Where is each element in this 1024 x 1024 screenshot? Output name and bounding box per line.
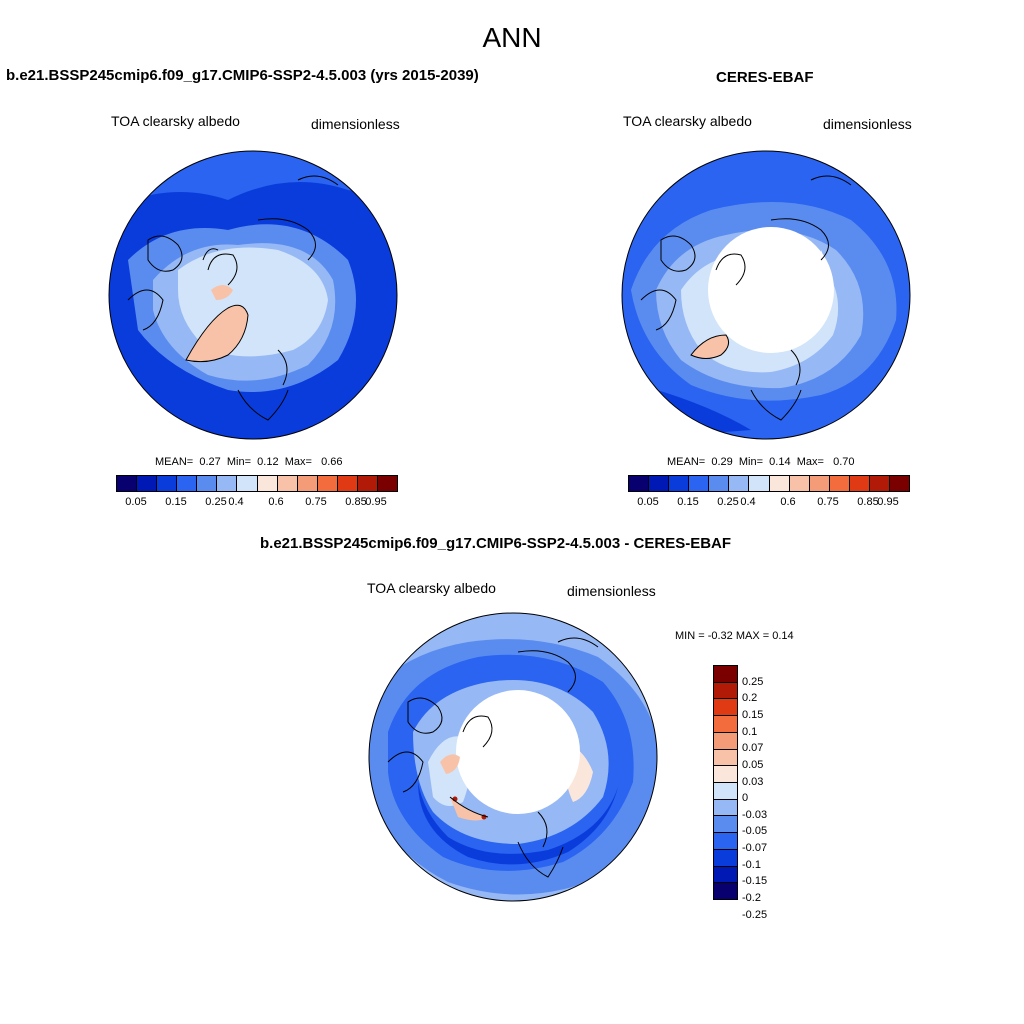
colorbar-swatch bbox=[137, 476, 158, 491]
model-stats: MEAN= 0.27 Min= 0.12 Max= 0.66 bbox=[155, 456, 343, 468]
colorbar-tick-label: 0.85 bbox=[345, 496, 367, 508]
colorbar-tick-label: 0.05 bbox=[125, 496, 147, 508]
colorbar-tick-label: 0.95 bbox=[365, 496, 387, 508]
colorbar-tick-label: -0.1 bbox=[742, 858, 761, 871]
colorbar-swatch bbox=[714, 716, 737, 733]
colorbar-swatch bbox=[869, 476, 891, 491]
colorbar-tick-label: -0.15 bbox=[742, 875, 768, 888]
diff-polar-map bbox=[368, 612, 658, 902]
colorbar-tick-label: 0.25 bbox=[742, 675, 764, 688]
colorbar-swatch bbox=[714, 682, 737, 700]
colorbar-swatch bbox=[649, 476, 670, 491]
diff-stats: MIN = -0.32 MAX = 0.14 bbox=[675, 630, 794, 642]
obs-stats: MEAN= 0.29 Min= 0.14 Max= 0.70 bbox=[667, 456, 855, 468]
obs-colorbar bbox=[628, 475, 910, 492]
colorbar-swatch bbox=[714, 783, 737, 800]
colorbar-swatch bbox=[714, 666, 737, 683]
colorbar-tick-label: 0 bbox=[742, 792, 749, 805]
colorbar-swatch bbox=[714, 799, 737, 817]
colorbar-swatch bbox=[729, 476, 750, 491]
colorbar-swatch bbox=[849, 476, 870, 491]
colorbar-swatch bbox=[297, 476, 318, 491]
colorbar-swatch bbox=[789, 476, 810, 491]
colorbar-tick-label: 0.4 bbox=[740, 496, 756, 508]
colorbar-swatch bbox=[749, 476, 770, 491]
colorbar-swatch bbox=[714, 816, 737, 834]
colorbar-swatch bbox=[317, 476, 338, 491]
colorbar-swatch bbox=[714, 833, 737, 850]
colorbar-tick-label: -0.25 bbox=[742, 908, 768, 921]
model-variable-label: TOA clearsky albedo bbox=[111, 113, 240, 129]
colorbar-swatch bbox=[337, 476, 358, 491]
colorbar-swatch bbox=[117, 476, 138, 491]
obs-variable-label: TOA clearsky albedo bbox=[623, 113, 752, 129]
colorbar-swatch bbox=[714, 749, 737, 767]
colorbar-tick-label: 0.6 bbox=[268, 496, 284, 508]
obs-colorbar-ticks: 0.05 0.15 0.25 0.4 0.6 0.75 0.85 0.95 bbox=[628, 496, 908, 510]
colorbar-swatch bbox=[378, 476, 398, 491]
colorbar-tick-label: 0.85 bbox=[857, 496, 879, 508]
colorbar-swatch bbox=[714, 699, 737, 717]
colorbar-swatch bbox=[237, 476, 258, 491]
colorbar-tick-label: -0.03 bbox=[742, 808, 768, 821]
colorbar-tick-label: 0.15 bbox=[742, 708, 764, 721]
colorbar-swatch bbox=[769, 476, 790, 491]
colorbar-swatch bbox=[714, 849, 737, 867]
model-units-label: dimensionless bbox=[311, 116, 400, 132]
colorbar-swatch bbox=[709, 476, 730, 491]
figure-title: ANN bbox=[482, 22, 542, 53]
colorbar-tick-label: 0.25 bbox=[717, 496, 739, 508]
colorbar-swatch bbox=[714, 866, 737, 884]
colorbar-swatch bbox=[669, 476, 690, 491]
colorbar-tick-label: 0.4 bbox=[228, 496, 244, 508]
diff-colorbar-ticks: 0.25 0.2 0.15 0.1 0.07 0.05 0.03 0 -0.03 -0.05 -0.… bbox=[742, 665, 782, 921]
model-colorbar-ticks: 0.05 0.15 0.25 0.4 0.6 0.75 0.85 0.95 bbox=[116, 496, 396, 510]
colorbar-tick-label: 0.2 bbox=[742, 692, 758, 705]
colorbar-swatch bbox=[890, 476, 910, 491]
diff-colorbar bbox=[713, 665, 738, 900]
colorbar-swatch bbox=[714, 883, 737, 900]
colorbar-swatch bbox=[157, 476, 178, 491]
diff-variable-label: TOA clearsky albedo bbox=[367, 580, 496, 596]
colorbar-swatch bbox=[257, 476, 278, 491]
colorbar-tick-label: -0.2 bbox=[742, 892, 761, 904]
colorbar-tick-label: 0.05 bbox=[637, 496, 659, 508]
colorbar-tick-label: 0.07 bbox=[742, 742, 764, 755]
colorbar-swatch bbox=[357, 476, 379, 491]
colorbar-tick-label: -0.05 bbox=[742, 825, 768, 838]
obs-panel-title: CERES-EBAF bbox=[716, 69, 814, 86]
colorbar-swatch bbox=[714, 766, 737, 784]
colorbar-tick-label: 0.05 bbox=[742, 758, 764, 771]
diff-panel-title: b.e21.BSSP245cmip6.f09_g17.CMIP6-SSP2-4.… bbox=[260, 535, 732, 552]
colorbar-tick-label: 0.75 bbox=[817, 496, 839, 508]
obs-polar-map bbox=[621, 150, 911, 440]
colorbar-swatch bbox=[217, 476, 238, 491]
colorbar-swatch bbox=[689, 476, 710, 491]
colorbar-swatch bbox=[714, 732, 737, 750]
colorbar-tick-label: 0.15 bbox=[677, 496, 699, 508]
colorbar-tick-label: 0.15 bbox=[165, 496, 187, 508]
colorbar-swatch bbox=[277, 476, 298, 491]
colorbar-tick-label: 0.95 bbox=[877, 496, 899, 508]
colorbar-tick-label: -0.07 bbox=[742, 842, 768, 855]
colorbar-swatch bbox=[629, 476, 650, 491]
obs-units-label: dimensionless bbox=[823, 116, 912, 132]
model-colorbar bbox=[116, 475, 398, 492]
colorbar-swatch bbox=[177, 476, 198, 491]
colorbar-tick-label: 0.1 bbox=[742, 725, 758, 738]
diff-units-label: dimensionless bbox=[567, 583, 656, 599]
model-panel-title: b.e21.BSSP245cmip6.f09_g17.CMIP6-SSP2-4.… bbox=[6, 67, 479, 84]
colorbar-tick-label: 0.25 bbox=[205, 496, 227, 508]
colorbar-tick-label: 0.6 bbox=[780, 496, 796, 508]
colorbar-swatch bbox=[809, 476, 830, 491]
colorbar-swatch bbox=[829, 476, 850, 491]
colorbar-tick-label: 0.75 bbox=[305, 496, 327, 508]
colorbar-tick-label: 0.03 bbox=[742, 775, 764, 788]
model-polar-map bbox=[108, 150, 398, 440]
colorbar-swatch bbox=[197, 476, 218, 491]
